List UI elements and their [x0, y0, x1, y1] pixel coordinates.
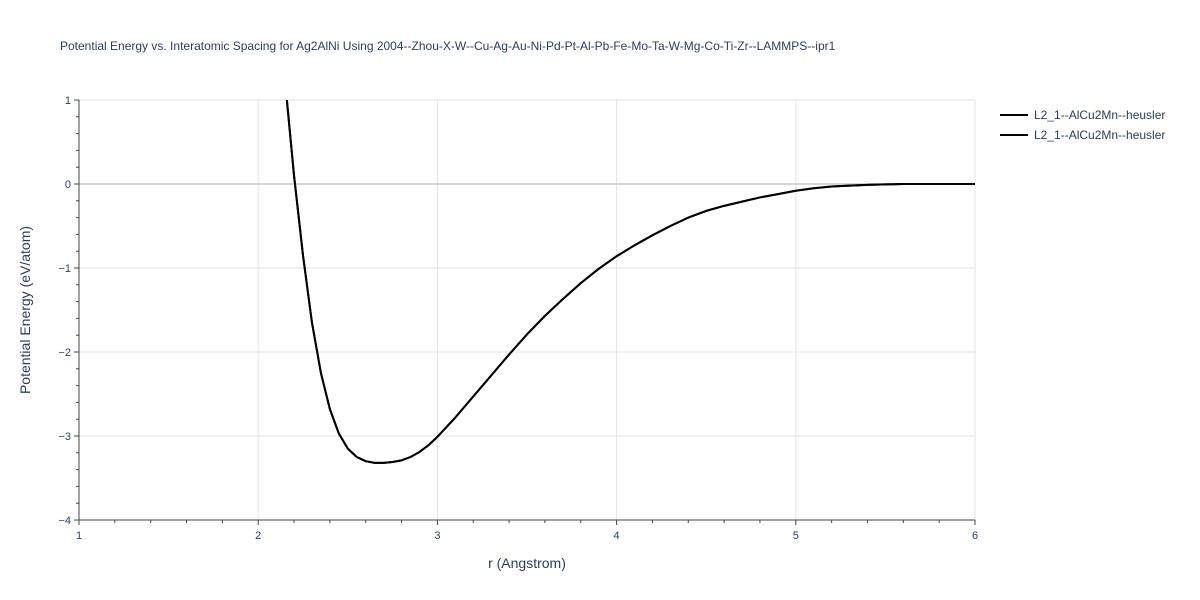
chart-title: Potential Energy vs. Interatomic Spacing…	[60, 39, 836, 53]
series-area	[285, 100, 975, 464]
y-tick-label: −3	[58, 431, 71, 443]
legend: L2_1--AlCu2Mn--heusler L2_1--AlCu2Mn--heu…	[1000, 108, 1165, 142]
y-tick-label: −1	[58, 263, 71, 275]
x-tick-label: 2	[255, 530, 261, 542]
legend-item-2[interactable]: L2_1--AlCu2Mn--heusler	[1000, 128, 1165, 142]
x-tick-label: 3	[434, 530, 440, 542]
y-axis-title: Potential Energy (eV/atom)	[17, 226, 33, 394]
y-tick-label: −4	[58, 515, 71, 527]
grid	[79, 99, 976, 520]
x-tick-label: 5	[793, 530, 799, 542]
x-axis-title: r (Angstrom)	[488, 555, 566, 571]
y-tick-label: 1	[65, 95, 71, 107]
axes: 1 2 3 4 5 6 −4 −3 −2 −1 0 1	[58, 95, 978, 542]
x-tick-label: 1	[76, 530, 82, 542]
legend-label: L2_1--AlCu2Mn--heusler	[1034, 108, 1165, 122]
series-line-2	[285, 100, 975, 464]
legend-item-1[interactable]: L2_1--AlCu2Mn--heusler	[1000, 108, 1165, 122]
x-tick-label: 6	[972, 530, 978, 542]
y-tick-label: 0	[65, 179, 71, 191]
legend-label: L2_1--AlCu2Mn--heusler	[1034, 128, 1165, 142]
y-tick-label: −2	[58, 347, 71, 359]
x-tick-label: 4	[614, 530, 620, 542]
